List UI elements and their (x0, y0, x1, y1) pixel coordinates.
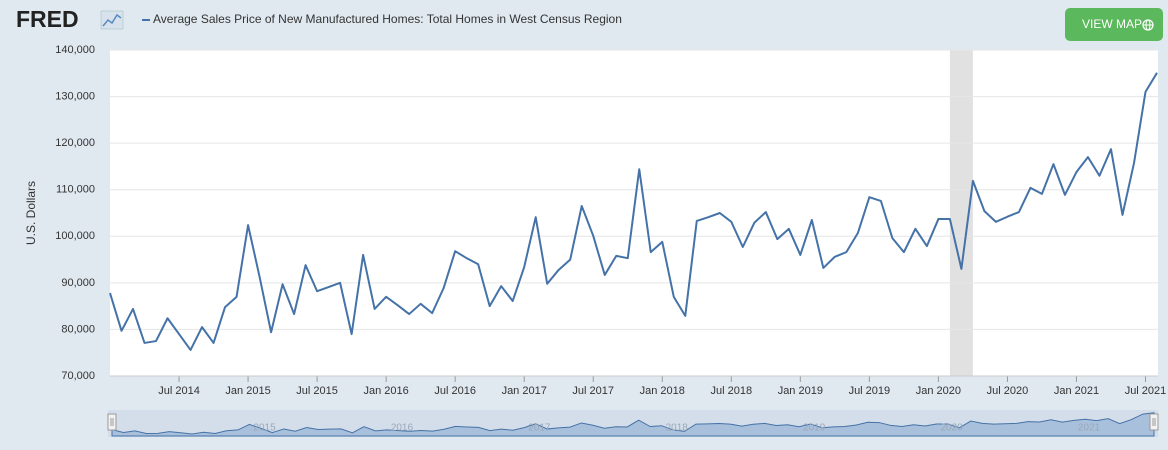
y-tick-label: 110,000 (56, 184, 95, 196)
button-label[interactable]: VIEW MAP (1082, 17, 1142, 31)
y-tick-label: 100,000 (55, 230, 95, 242)
x-tick-label: Jul 2016 (434, 385, 476, 397)
navigator-label: 2020 (940, 423, 963, 434)
logo: FRED (16, 6, 79, 32)
legend-label: Average Sales Price of New Manufactured … (153, 12, 622, 26)
x-tick-label: Jul 2021 (1125, 385, 1167, 397)
navigator-label: 2017 (528, 423, 551, 434)
navigator-label: 2016 (391, 423, 414, 434)
logo-icon (100, 10, 124, 30)
y-tick-label: 130,000 (55, 90, 95, 102)
navigator-label: 2018 (666, 423, 689, 434)
x-tick-label: Jan 2017 (502, 385, 547, 397)
x-tick-label: Jan 2018 (640, 385, 685, 397)
y-tick-label: 80,000 (61, 323, 95, 335)
y-axis-title: U.S. Dollars (24, 181, 38, 245)
x-tick-label: Jan 2021 (1054, 385, 1099, 397)
x-tick-label: Jul 2019 (849, 385, 891, 397)
navigator-handle[interactable] (1149, 413, 1159, 431)
y-tick-label: 90,000 (61, 277, 95, 289)
navigator-handle[interactable] (107, 413, 117, 431)
x-tick-label: Jul 2020 (987, 385, 1029, 397)
navigator-label: 2021 (1078, 423, 1101, 434)
recession-band (949, 50, 973, 376)
x-tick-label: Jan 2015 (225, 385, 270, 397)
y-tick-label: 70,000 (61, 370, 95, 382)
y-tick-label: 120,000 (55, 137, 95, 149)
x-tick-label: Jul 2018 (710, 385, 752, 397)
navigator-label: 2015 (253, 423, 276, 434)
x-tick-label: Jan 2020 (916, 385, 961, 397)
x-tick-label: Jan 2019 (778, 385, 823, 397)
x-tick-label: Jul 2015 (296, 385, 338, 397)
x-tick-label: Jul 2017 (572, 385, 614, 397)
x-tick-label: Jul 2014 (158, 385, 200, 397)
x-tick-label: Jan 2016 (363, 385, 408, 397)
series-line (109, 72, 1158, 351)
y-tick-label: 140,000 (55, 44, 95, 56)
view-map-button[interactable]: VIEW MAP (1065, 8, 1163, 41)
navigator-label: 2019 (803, 423, 826, 434)
navigator-area (111, 412, 1155, 437)
